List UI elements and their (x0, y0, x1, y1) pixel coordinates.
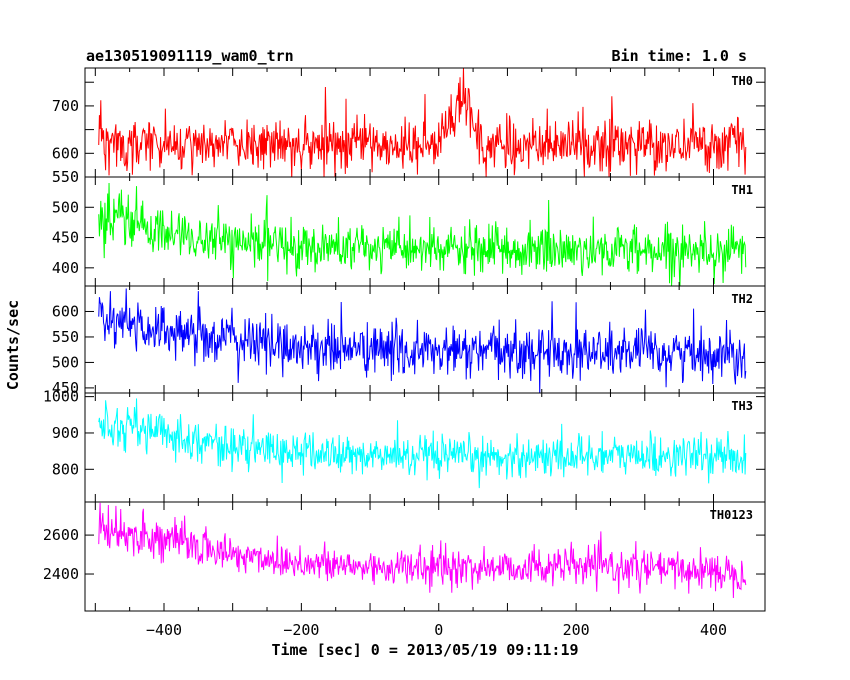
y-tick-label: 2600 (43, 526, 79, 544)
chart-title: ae130519091119_wam0_trn (86, 47, 294, 65)
panel-th0: 550 600 700 TH0 (52, 67, 766, 186)
y-tick-label: 800 (52, 460, 79, 478)
y-tick-label: 550 (52, 328, 79, 346)
panel-th0123: 2400 2600 TH0123 (43, 501, 766, 612)
panel-frame (84, 501, 766, 612)
panel-th3: 800 900 1000 TH3 (43, 388, 766, 503)
y-axis-label: Counts/sec (4, 300, 22, 390)
panel-label: TH0 (731, 74, 753, 88)
y-tick-label: 500 (52, 353, 79, 371)
series-line-th0 (98, 68, 747, 177)
series-line-th2 (98, 288, 747, 393)
x-axis-label: Time [sec] 0 = 2013/05/19 09:11:19 (271, 641, 578, 659)
y-tick-label: 700 (52, 97, 79, 115)
bin-time-label: Bin time: 1.0 s (612, 47, 747, 65)
series-line-th1 (98, 183, 747, 286)
y-tick-label: 900 (52, 424, 79, 442)
x-tick-label: 400 (700, 621, 727, 639)
panel-frame (84, 176, 766, 287)
x-tick-label: 200 (563, 621, 590, 639)
panel-th1: 400 450 500 TH1 (52, 176, 766, 287)
y-tick-label: 550 (52, 168, 79, 186)
panels: 550 600 700 TH0 400 450 500 TH1 450 500 550 600 TH2 8… (43, 67, 766, 639)
y-tick-label: 600 (52, 144, 79, 162)
panel-label: TH2 (731, 292, 753, 306)
panel-label: TH1 (731, 183, 753, 197)
panel-label: TH0123 (710, 508, 753, 522)
series-line-th3 (98, 398, 747, 489)
y-tick-label: 1000 (43, 388, 79, 406)
panel-th2: 450 500 550 600 TH2 (52, 285, 766, 397)
series-line-th0123 (98, 502, 747, 599)
panel-label: TH3 (731, 399, 753, 413)
x-tick-label: −200 (283, 621, 319, 639)
x-tick-label: 0 (434, 621, 443, 639)
y-tick-label: 450 (52, 229, 79, 247)
y-tick-label: 400 (52, 259, 79, 277)
x-tick-label: −400 (146, 621, 182, 639)
y-tick-label: 600 (52, 302, 79, 320)
y-tick-label: 2400 (43, 565, 79, 583)
y-tick-label: 500 (52, 198, 79, 216)
y-tick-label: 450 (52, 379, 79, 397)
